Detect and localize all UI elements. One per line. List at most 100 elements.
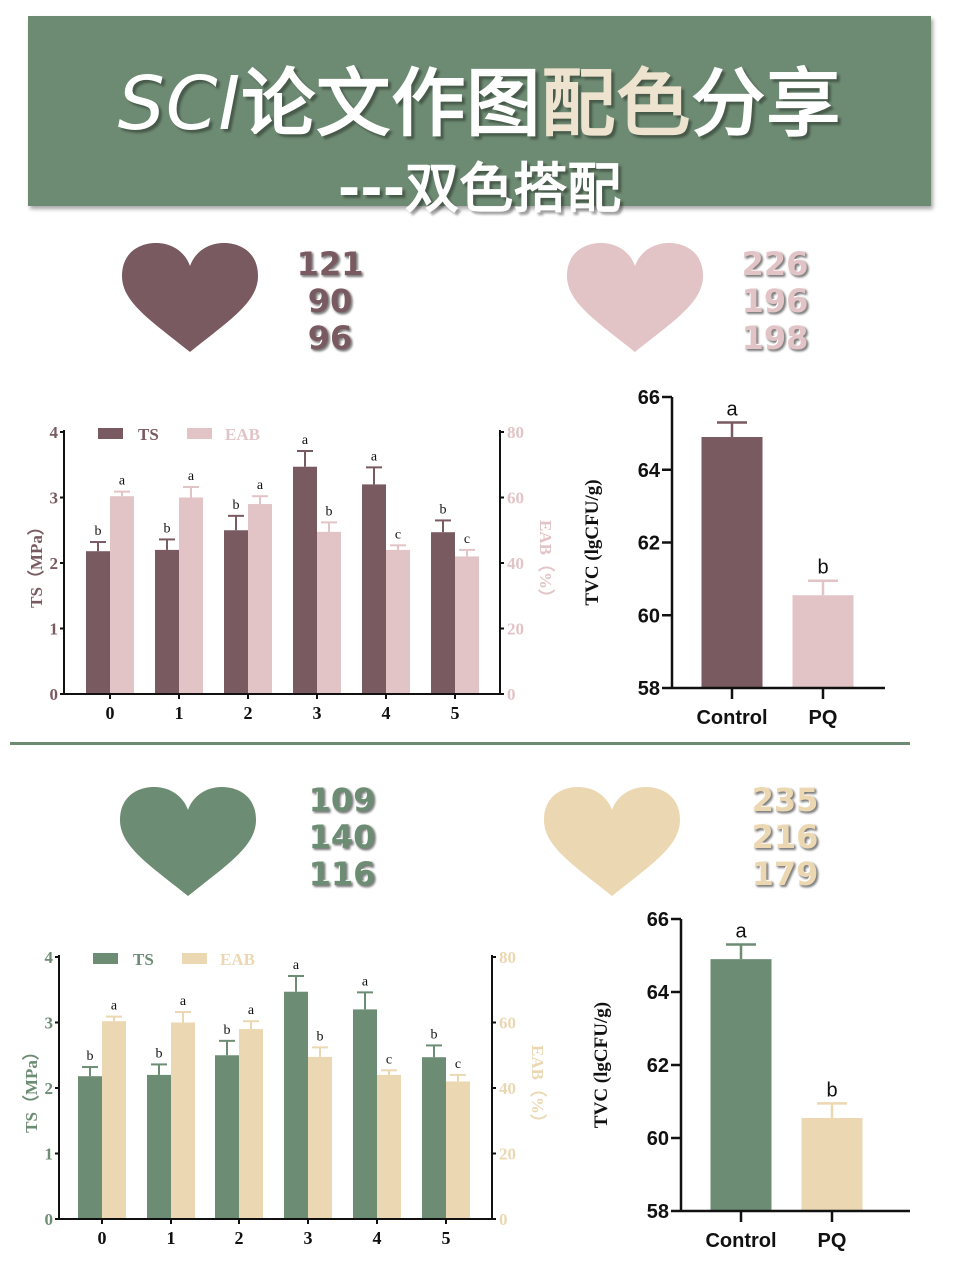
significance-label: b bbox=[826, 1079, 837, 1101]
significance-label: b bbox=[224, 1023, 231, 1038]
bar-ts-2 bbox=[224, 530, 248, 694]
significance-label: b bbox=[317, 1029, 324, 1044]
page-subtitle: ---双色搭配 bbox=[337, 157, 622, 220]
significance-label: a bbox=[293, 958, 300, 973]
heart-icon-beige bbox=[544, 787, 680, 896]
x-tick-label: 0 bbox=[106, 703, 115, 723]
legend-label-ts: TS bbox=[133, 950, 154, 969]
y-axis-title: TVC (lgCFU/g) bbox=[582, 479, 603, 605]
y-tick-label: 66 bbox=[638, 387, 660, 409]
bar-eab-5 bbox=[446, 1081, 470, 1219]
significance-label: b bbox=[164, 521, 171, 536]
y-tick-label: 2 bbox=[50, 554, 59, 573]
y2-tick-label: 0 bbox=[507, 685, 516, 704]
y-tick-label: 1 bbox=[50, 620, 59, 639]
title-banner: SCI论文作图配色分享 ---双色搭配 bbox=[28, 16, 931, 220]
significance-label: a bbox=[248, 1003, 255, 1018]
rgb-values-pink: 226 196 198 bbox=[741, 245, 809, 357]
significance-label: a bbox=[111, 999, 118, 1014]
x-tick-label: Control bbox=[705, 1230, 776, 1252]
bar-eab-4 bbox=[377, 1074, 401, 1219]
bar-ts-0 bbox=[78, 1076, 102, 1219]
y-tick-label: 62 bbox=[638, 533, 660, 555]
y-tick-label: 60 bbox=[638, 605, 660, 627]
bar-ts-5 bbox=[422, 1057, 446, 1219]
x-tick-label: 2 bbox=[244, 703, 253, 723]
y2-tick-label: 60 bbox=[499, 1014, 516, 1033]
significance-label: c bbox=[386, 1052, 392, 1067]
significance-label: b bbox=[817, 557, 828, 579]
bar-ts-2 bbox=[215, 1055, 239, 1219]
significance-label: c bbox=[464, 532, 470, 547]
y2-tick-label: 40 bbox=[507, 554, 524, 573]
bar-ts-3 bbox=[284, 991, 308, 1219]
x-tick-label: 2 bbox=[235, 1228, 244, 1248]
bar-eab-3 bbox=[317, 531, 341, 694]
heart-icon-green bbox=[120, 787, 256, 896]
bar-ts-1 bbox=[147, 1074, 171, 1219]
significance-label: b bbox=[233, 498, 240, 513]
y-tick-label: 2 bbox=[45, 1079, 54, 1098]
significance-label: b bbox=[87, 1049, 94, 1064]
significance-label: a bbox=[735, 921, 747, 943]
bar-eab-2 bbox=[239, 1029, 263, 1219]
y-tick-label: 64 bbox=[647, 982, 670, 1004]
y-tick-label: 0 bbox=[50, 685, 59, 704]
y-tick-label: 0 bbox=[45, 1210, 54, 1229]
legend-swatch-eab bbox=[182, 953, 207, 964]
legend-swatch-ts bbox=[93, 953, 118, 964]
significance-label: a bbox=[726, 398, 738, 420]
y-tick-label: 60 bbox=[647, 1128, 669, 1150]
x-tick-label: 3 bbox=[313, 703, 322, 723]
y2-tick-label: 60 bbox=[507, 489, 524, 508]
bar-pq bbox=[792, 595, 854, 688]
y-tick-label: 58 bbox=[638, 678, 660, 700]
bar-ts-4 bbox=[362, 484, 386, 694]
y-tick-label: 3 bbox=[45, 1014, 54, 1033]
x-tick-label: PQ bbox=[818, 1230, 847, 1252]
bar-ts-3 bbox=[293, 466, 317, 694]
bar-eab-0 bbox=[102, 1021, 126, 1219]
bar-ts-4 bbox=[353, 1009, 377, 1219]
x-tick-label: 1 bbox=[167, 1228, 176, 1248]
y2-axis-title: EAB（%） bbox=[536, 520, 556, 606]
significance-label: a bbox=[362, 974, 369, 989]
bar-eab-5 bbox=[455, 556, 479, 694]
y-axis-title: TS（MPa） bbox=[26, 518, 46, 608]
x-tick-label: 5 bbox=[451, 703, 460, 723]
bar-ts-0 bbox=[86, 551, 110, 694]
bar-control bbox=[701, 437, 763, 688]
bar-eab-4 bbox=[386, 549, 410, 694]
y-axis-title: TS（MPa） bbox=[21, 1043, 41, 1133]
x-tick-label: 4 bbox=[373, 1228, 382, 1248]
significance-label: b bbox=[95, 524, 102, 539]
legend-label-eab: EAB bbox=[220, 950, 255, 969]
x-tick-label: 4 bbox=[382, 703, 391, 723]
page-title: SCI论文作图配色分享 bbox=[117, 61, 842, 147]
bar-eab-1 bbox=[171, 1022, 195, 1219]
x-tick-label: 1 bbox=[175, 703, 184, 723]
significance-label: a bbox=[188, 469, 195, 484]
significance-label: a bbox=[302, 433, 309, 448]
legend-label-ts: TS bbox=[138, 425, 159, 444]
bar-eab-2 bbox=[248, 504, 272, 694]
y-tick-label: 4 bbox=[45, 948, 54, 967]
legend-label-eab: EAB bbox=[225, 425, 260, 444]
heart-icon-mauve bbox=[122, 243, 258, 352]
significance-label: a bbox=[180, 994, 187, 1009]
bar-ts-5 bbox=[431, 532, 455, 694]
y-tick-label: 58 bbox=[647, 1201, 669, 1223]
bar-control bbox=[710, 959, 772, 1211]
y2-tick-label: 20 bbox=[507, 620, 524, 639]
legend-swatch-ts bbox=[98, 428, 123, 439]
bar-ts-1 bbox=[155, 549, 179, 694]
bar-eab-3 bbox=[308, 1056, 332, 1219]
y-axis-title: TVC (lgCFU/g) bbox=[591, 1002, 612, 1128]
significance-label: a bbox=[257, 478, 264, 493]
significance-label: b bbox=[431, 1027, 438, 1042]
x-tick-label: 0 bbox=[98, 1228, 107, 1248]
x-tick-label: 5 bbox=[442, 1228, 451, 1248]
rgb-values-mauve: 121 90 96 bbox=[296, 245, 364, 357]
bar-eab-0 bbox=[110, 496, 134, 694]
